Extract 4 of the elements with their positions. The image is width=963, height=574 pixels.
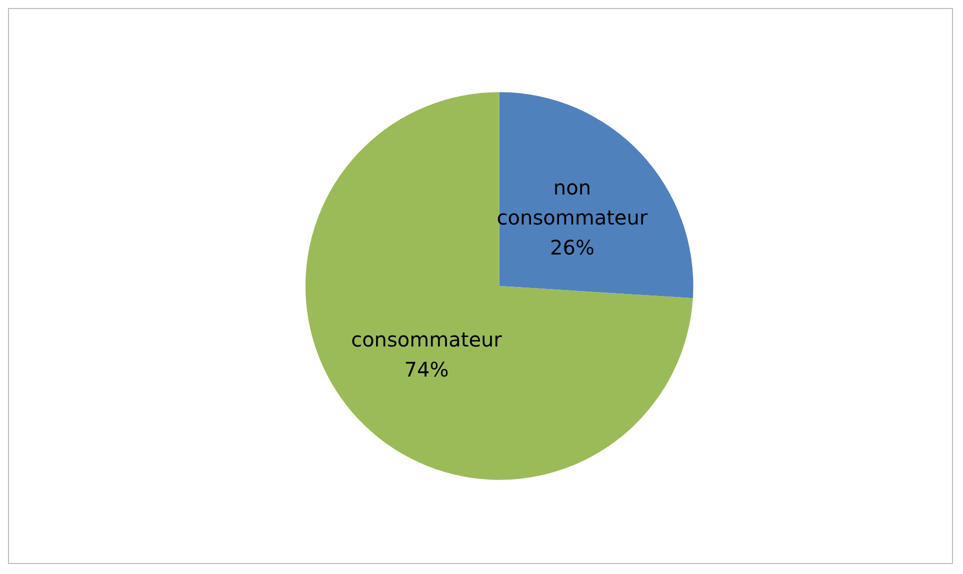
data-label: 74% [404, 357, 449, 382]
slice-label: non consommateur [496, 176, 648, 230]
data-label: 26% [550, 236, 594, 260]
slice-label: consommateur [351, 327, 503, 352]
